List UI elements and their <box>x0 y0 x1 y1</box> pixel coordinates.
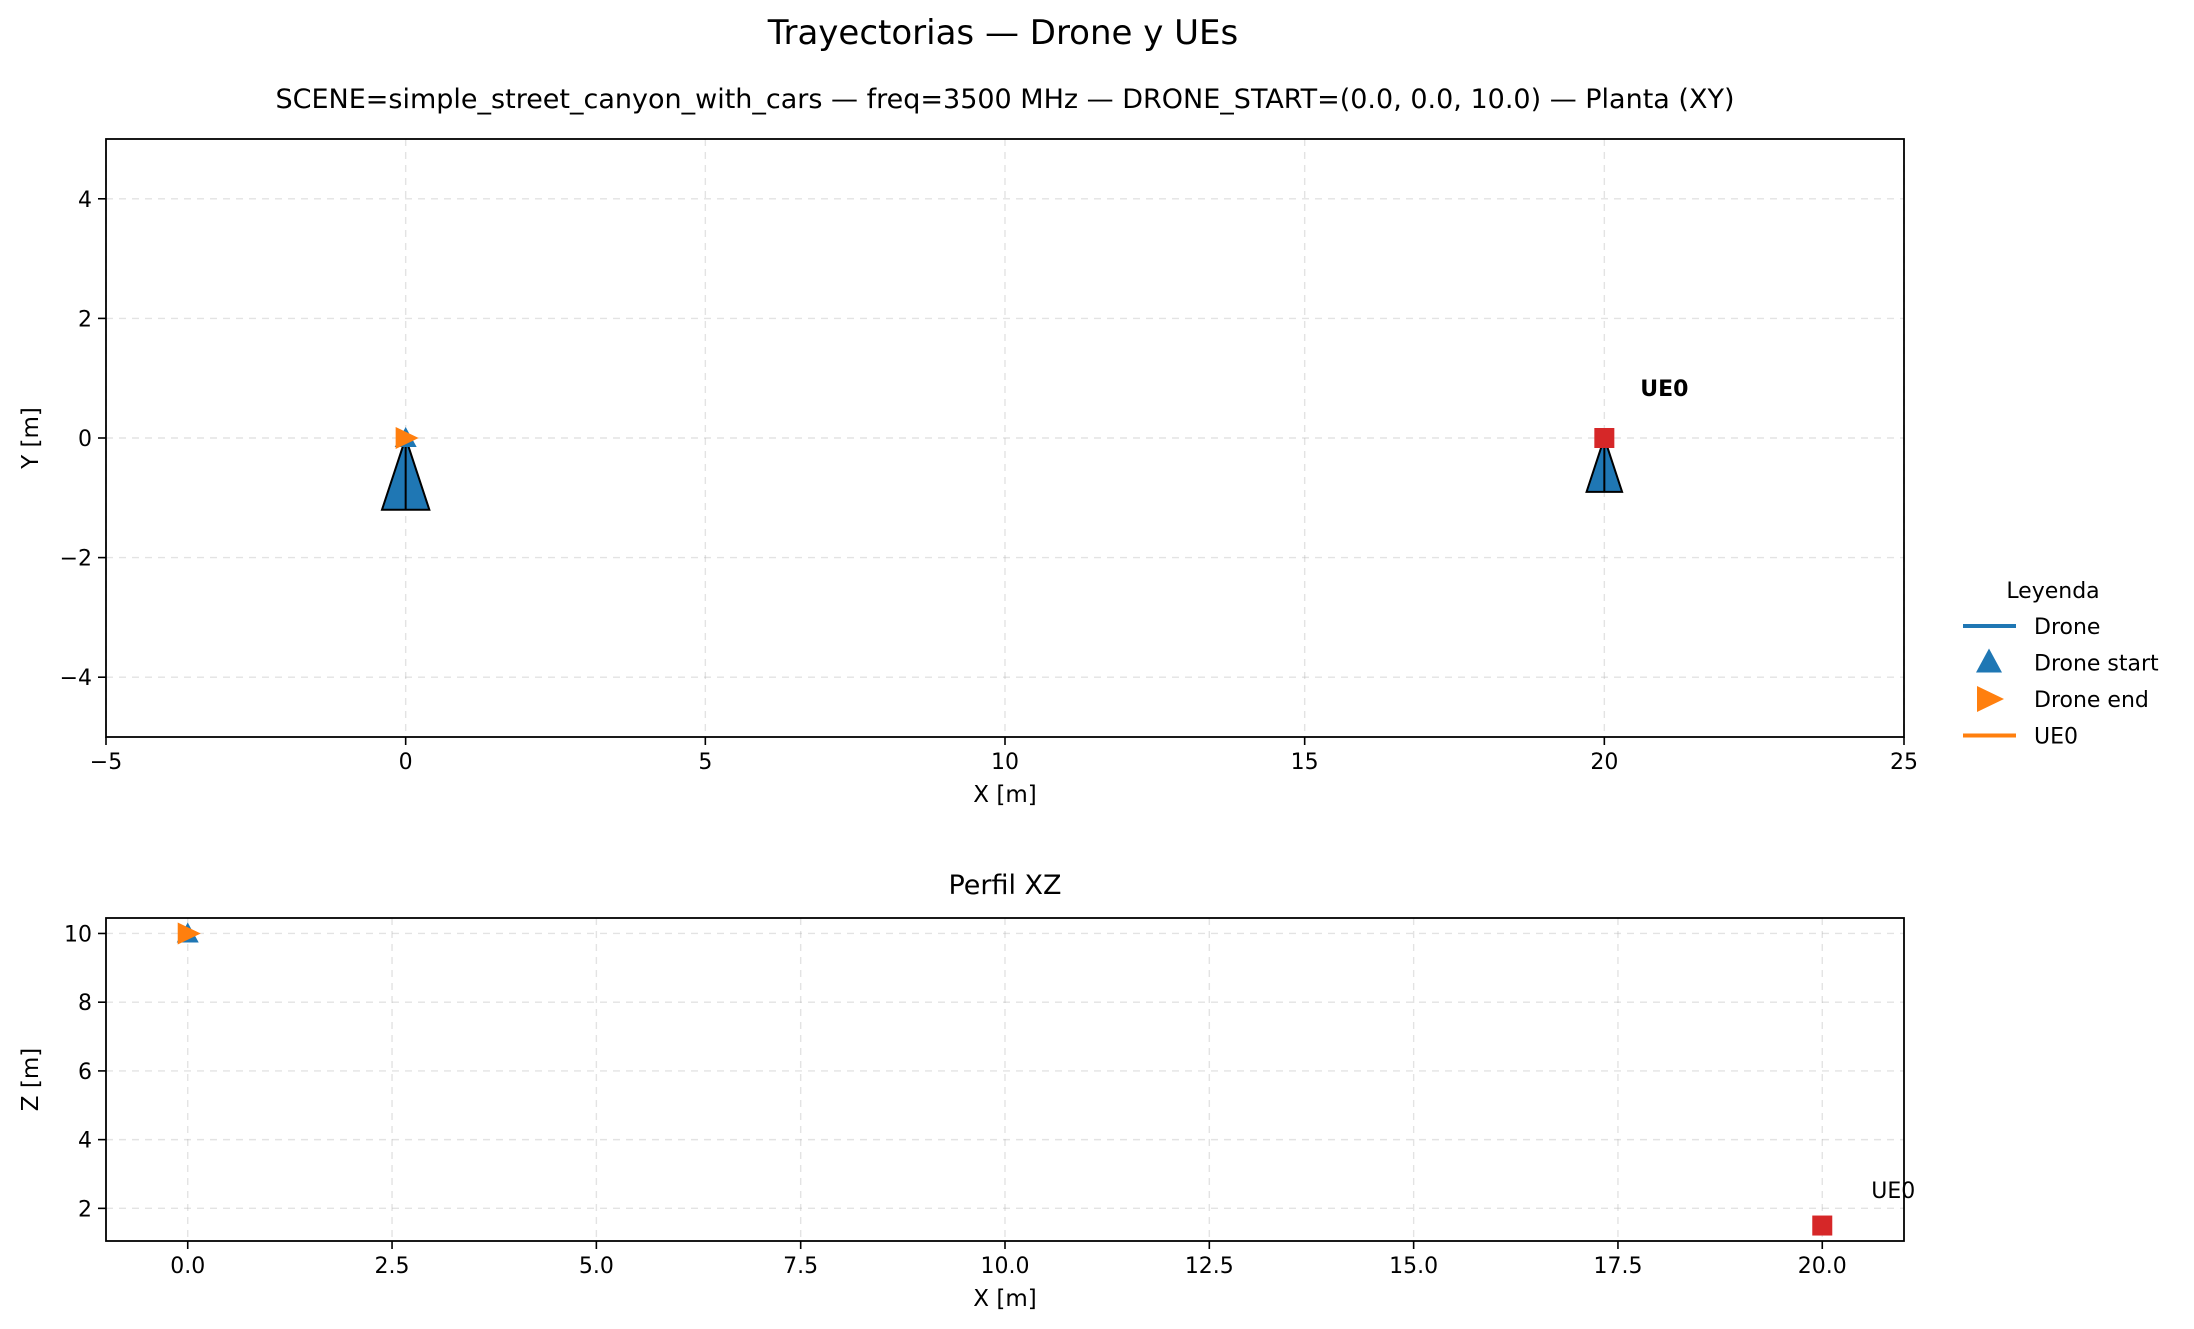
drone-end-marker <box>395 427 419 449</box>
x-axis-label: X [m] <box>973 1286 1036 1312</box>
y-tick-label: 4 <box>78 188 92 213</box>
x-tick-label: 10.0 <box>981 1254 1030 1279</box>
y-tick-label: 2 <box>78 307 92 332</box>
y-tick-label: 4 <box>78 1129 92 1154</box>
x-tick-label: 15.0 <box>1389 1254 1438 1279</box>
x-tick-label: 2.5 <box>375 1254 410 1279</box>
x-tick-label: 0.0 <box>170 1254 205 1279</box>
legend-entry-label: Drone <box>2034 615 2100 640</box>
x-tick-label: 20.0 <box>1798 1254 1847 1279</box>
y-tick-label: 8 <box>78 991 92 1016</box>
y-tick-label: 10 <box>64 922 92 947</box>
x-tick-label: 10 <box>991 750 1019 775</box>
legend-title: Leyenda <box>2006 579 2099 604</box>
x-tick-label: 15 <box>1291 750 1319 775</box>
legend-entry-label: Drone start <box>2034 652 2159 677</box>
y-axis-label: Z [m] <box>18 1048 44 1111</box>
x-tick-label: 5.0 <box>579 1254 614 1279</box>
plan-xy-panel: SCENE=simple_street_canyon_with_cars — f… <box>18 84 1918 808</box>
y-tick-label: 0 <box>78 427 92 452</box>
ue0-marker <box>1594 428 1615 448</box>
legend-triangle-up-swatch <box>1976 648 2002 673</box>
x-tick-label: 5 <box>698 750 712 775</box>
y-tick-label: 6 <box>78 1060 92 1085</box>
legend: Leyenda Drone Drone start Drone end UE0 <box>1963 579 2159 750</box>
x-tick-label: 0 <box>399 750 413 775</box>
x-tick-label: 12.5 <box>1185 1254 1234 1279</box>
y-tick-label: −2 <box>60 547 92 572</box>
profile-xz-panel: Perfil XZ UE0 0.0 2.5 5.0 7.5 10.0 12.5 15.0 17.5… <box>18 870 1915 1312</box>
x-axis-label: X [m] <box>973 782 1036 808</box>
legend-entry-label: UE0 <box>2034 725 2078 750</box>
x-tick-label: 20 <box>1590 750 1618 775</box>
annotation-label: UE0 <box>1871 1179 1915 1204</box>
x-tick-label: 25 <box>1890 750 1918 775</box>
panel-title: SCENE=simple_street_canyon_with_cars — f… <box>275 84 1734 115</box>
y-axis-label: Y [m] <box>18 407 44 470</box>
ue0-marker <box>1812 1215 1833 1236</box>
figure-suptitle: Trayectorias — Drone y UEs <box>767 13 1239 53</box>
annotation-label: UE0 <box>1640 377 1688 402</box>
drone-end-marker <box>177 922 201 945</box>
x-tick-label: 7.5 <box>783 1254 818 1279</box>
y-tick-label: 2 <box>78 1197 92 1222</box>
legend-entry-label: Drone end <box>2034 688 2149 713</box>
x-tick-label: 17.5 <box>1593 1254 1642 1279</box>
panel-title: Perfil XZ <box>948 870 1061 901</box>
y-tick-label: −4 <box>60 666 92 691</box>
x-tick-label: −5 <box>90 750 122 775</box>
legend-triangle-right-swatch <box>1977 686 2004 712</box>
